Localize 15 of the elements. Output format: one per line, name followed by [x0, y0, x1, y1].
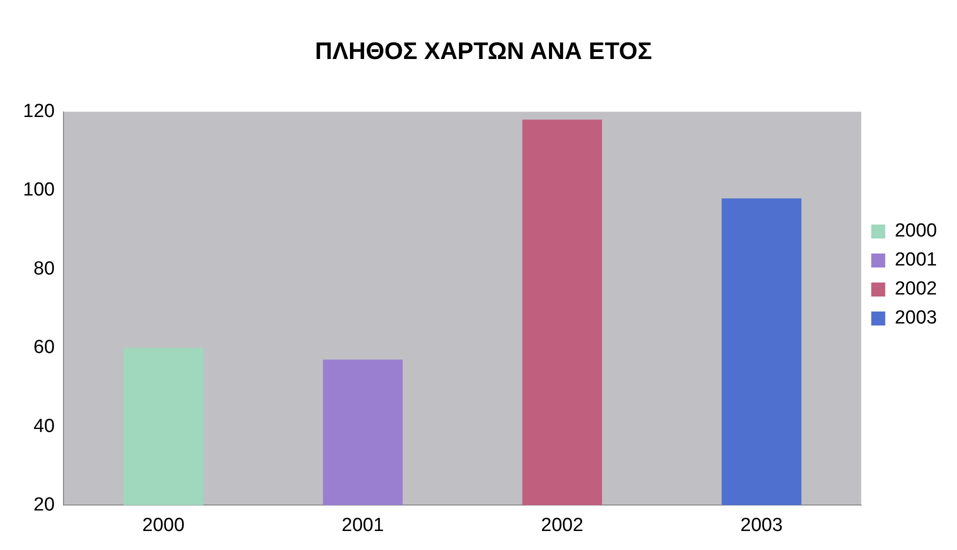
- y-tick-label: 60: [34, 337, 55, 358]
- legend-label: 2000: [894, 220, 938, 242]
- y-tick-label: 80: [34, 258, 55, 280]
- legend-label: 2002: [894, 278, 938, 300]
- legend-label: 2003: [894, 308, 938, 329]
- chart-title: ΠΛΗΘΟΣ ΧΑΡΤΩΝ ΑΝΑ ΕΤΟΣ: [315, 38, 652, 66]
- x-tick-label: 2000: [142, 514, 185, 536]
- y-tick-label: 120: [23, 101, 55, 122]
- legend-label: 2001: [894, 250, 938, 271]
- x-tick-label: 2002: [541, 514, 584, 536]
- x-tick-label: 2001: [342, 514, 384, 536]
- y-tick-label: 100: [23, 180, 55, 201]
- y-tick-label: 20: [34, 494, 55, 516]
- x-tick-label: 2003: [740, 514, 783, 536]
- y-tick-label: 40: [34, 416, 55, 437]
